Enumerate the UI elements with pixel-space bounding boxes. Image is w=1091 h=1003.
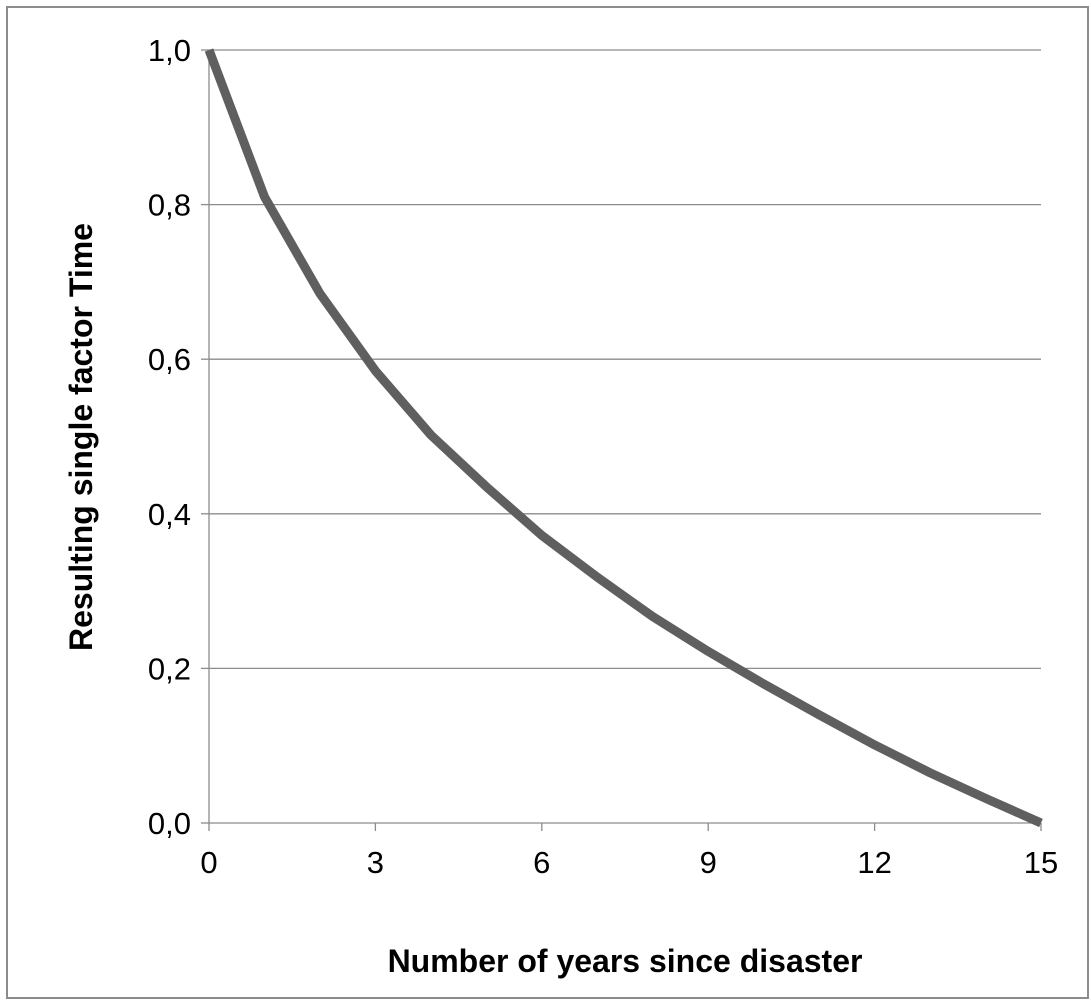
chart-frame <box>6 6 1089 999</box>
x-tick-label: 12 <box>857 845 891 880</box>
y-axis-label: Resulting single factor Time <box>63 223 99 651</box>
x-axis-label: Number of years since disaster <box>388 943 863 979</box>
x-tick-label: 0 <box>200 845 217 880</box>
axes <box>201 49 1042 831</box>
y-tick-label: 0,0 <box>148 806 191 841</box>
series-line-0 <box>204 48 1043 828</box>
gridlines <box>209 49 1041 670</box>
y-tick-label: 1,0 <box>148 33 191 68</box>
x-tick-label: 9 <box>700 845 717 880</box>
y-tick-label: 0,8 <box>148 188 191 223</box>
x-tick-label: 6 <box>533 845 550 880</box>
x-tick-label: 3 <box>367 845 384 880</box>
series-layer <box>204 48 1043 828</box>
x-tick-label: 15 <box>1024 845 1058 880</box>
y-tick-label: 0,2 <box>148 651 191 686</box>
tick-labels: 0,0 0,2 0,4 0,6 0,8 1,0 0 3 6 9 12 15 <box>148 33 1058 880</box>
y-tick-label: 0,6 <box>148 342 191 377</box>
y-tick-label: 0,4 <box>148 497 191 532</box>
